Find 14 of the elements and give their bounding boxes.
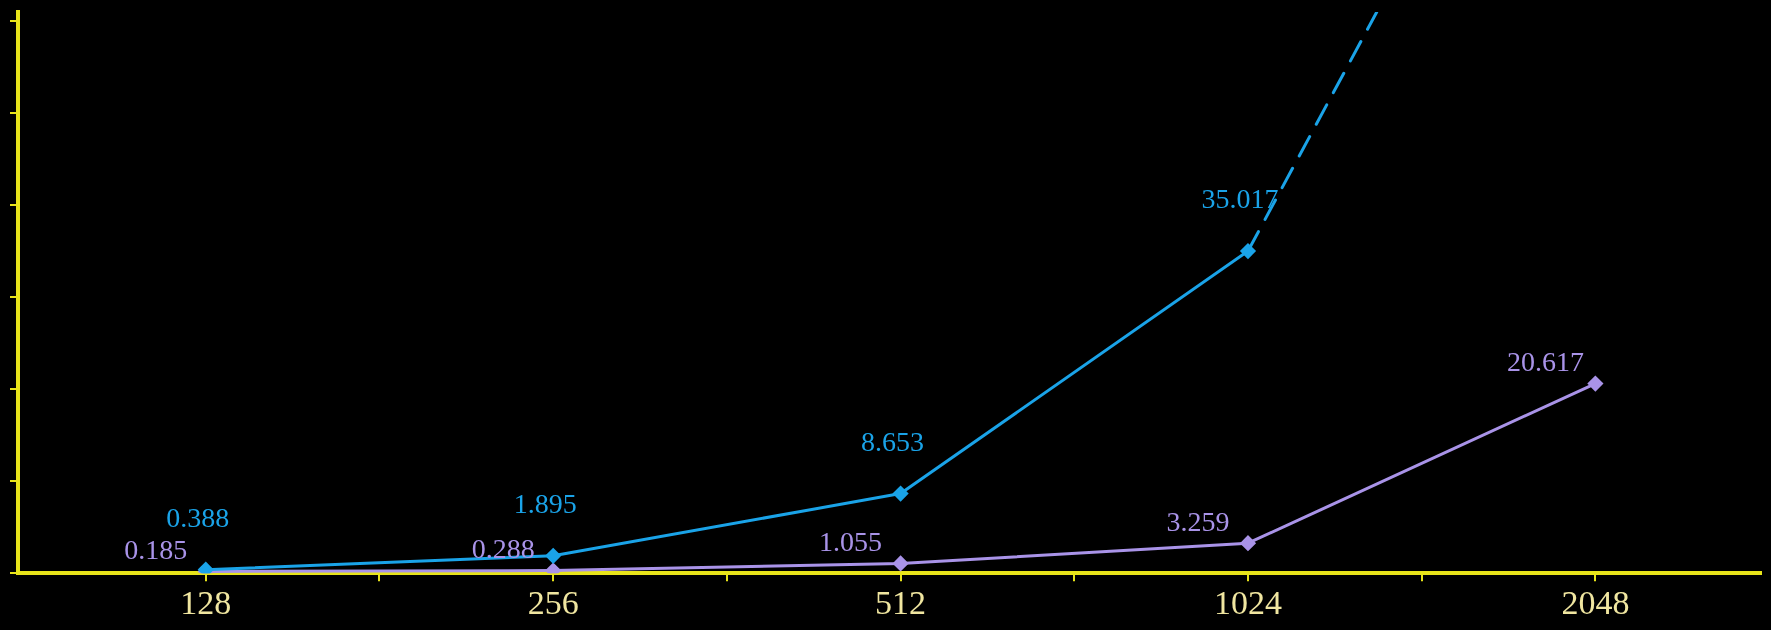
x-tick-label: 128 — [180, 583, 232, 621]
data-label: 0.185 — [124, 533, 188, 565]
x-tick-label: 2048 — [1561, 583, 1630, 621]
data-label: 0.388 — [166, 501, 230, 533]
data-label: 8.653 — [861, 425, 925, 457]
data-label: 0.288 — [471, 532, 535, 564]
x-tick-label: 1024 — [1213, 583, 1282, 621]
data-label: 3.259 — [1166, 505, 1230, 537]
data-label: 1.895 — [513, 488, 577, 520]
data-label: 35.017 — [1201, 183, 1279, 215]
x-tick-label: 256 — [527, 583, 579, 621]
x-tick-label: 512 — [875, 583, 927, 621]
data-label: 20.617 — [1506, 345, 1584, 377]
data-label: 1.055 — [819, 525, 883, 557]
